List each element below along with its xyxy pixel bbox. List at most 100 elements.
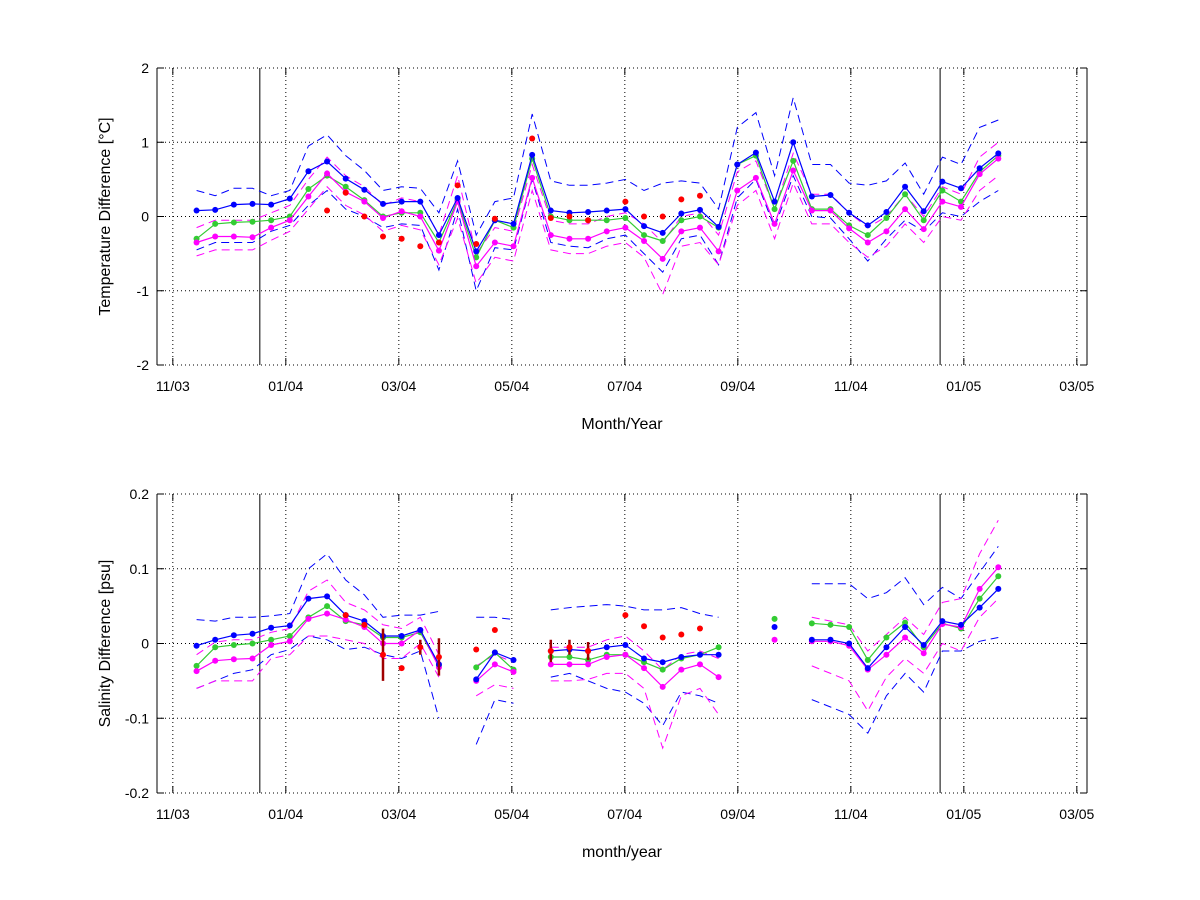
point [212,206,219,213]
point [230,656,237,663]
subplot: -0.2 -0.1 0 0.1 0.2 11/03 01/04 03/04 05/04 07/04… [97,486,1095,861]
point [752,149,759,156]
point [398,208,405,215]
x-tick-label: 11/03 [156,806,190,822]
point [827,207,834,214]
point [771,198,778,205]
point [342,183,349,190]
point [678,196,685,203]
point [920,217,927,224]
point [324,207,331,214]
point [641,623,648,630]
point [678,631,685,638]
point [659,666,666,673]
point [268,224,275,231]
point [249,200,256,207]
point [883,209,890,216]
point [230,632,237,639]
point [902,619,909,626]
x-tick-label: 01/05 [946,806,981,822]
x-axis-label: Month/Year [581,416,663,433]
point [902,634,909,641]
point [846,209,853,216]
point [398,665,405,672]
point [641,232,648,239]
point [193,668,200,675]
point [641,238,648,245]
y-tick-label: 0.2 [130,486,150,502]
point [883,651,890,658]
point [622,612,629,619]
point [659,634,666,641]
point [659,255,666,262]
point [585,647,592,654]
x-tick-label: 11/04 [834,806,868,822]
point [622,206,629,213]
point [696,206,703,213]
point [324,610,331,617]
x-tick-label: 07/04 [607,806,642,822]
point [286,638,293,645]
point [435,239,442,246]
line [196,140,999,253]
point [193,207,200,214]
point [622,198,629,205]
point [771,206,778,213]
point [324,170,331,177]
point [529,151,536,158]
point [491,627,498,634]
point [566,653,573,660]
point [603,653,610,660]
y-tick-label: 1 [141,134,149,150]
x-tick-label: 01/04 [268,378,303,394]
point [641,213,648,220]
point [771,220,778,227]
point [696,224,703,231]
point [734,187,741,194]
point [622,651,629,658]
point [249,655,256,662]
point [361,621,368,628]
point [846,640,853,647]
point [417,243,424,250]
y-tick-label: -0.1 [125,710,149,726]
line [196,566,999,688]
point [305,168,312,175]
point [268,201,275,208]
point [678,666,685,673]
point [454,194,461,201]
point [491,649,498,656]
point [212,220,219,227]
point [398,235,405,242]
point [473,254,480,261]
point [827,636,834,643]
line [196,158,999,268]
point [342,189,349,196]
point [324,603,331,610]
point [380,200,387,207]
point [473,248,480,255]
point [193,642,200,649]
point [603,217,610,224]
point [342,616,349,623]
point [305,193,312,200]
point [771,624,778,631]
point [846,624,853,631]
point [808,193,815,200]
x-tick-label: 01/05 [946,378,981,394]
point [585,217,592,224]
point [622,224,629,231]
point [976,595,983,602]
point [976,171,983,178]
point [417,627,424,634]
point [678,210,685,217]
point [734,161,741,168]
point [715,223,722,230]
point [286,622,293,629]
point [324,593,331,600]
x-tick-label: 05/04 [494,378,529,394]
point [715,644,722,651]
point [641,655,648,662]
point [230,219,237,226]
point [659,213,666,220]
